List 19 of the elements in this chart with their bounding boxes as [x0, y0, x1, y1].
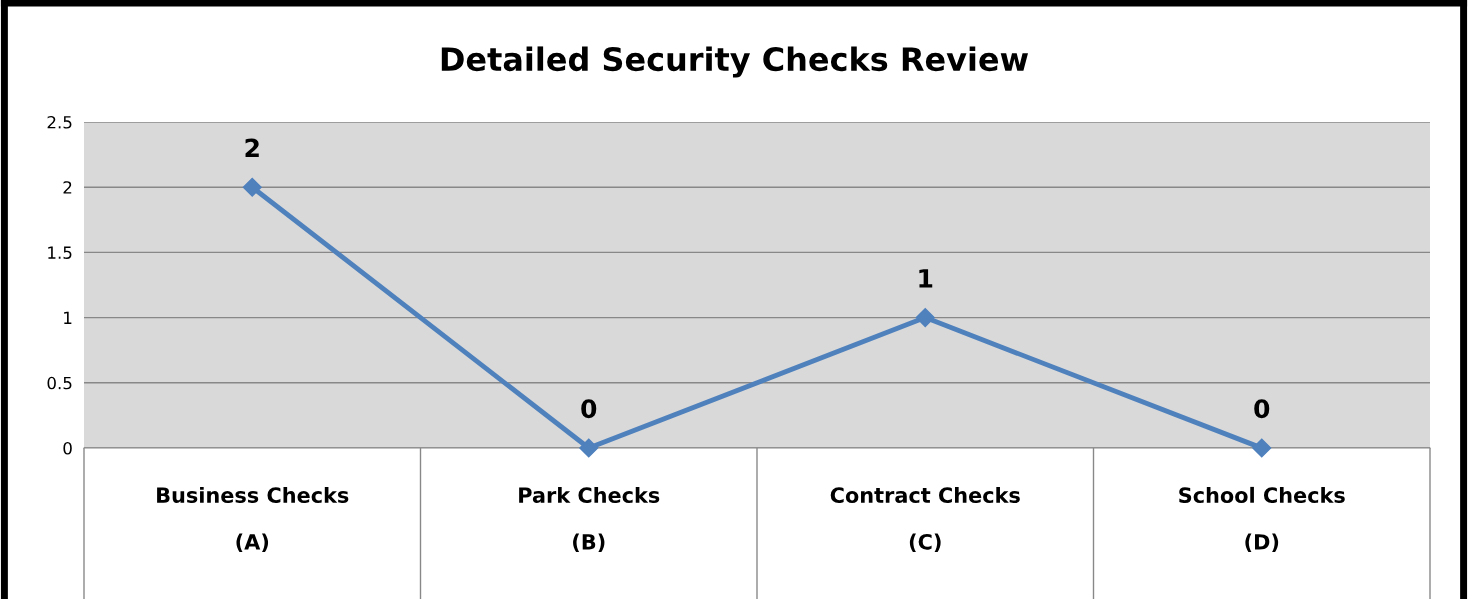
y-tick-label: 0.5 [47, 376, 72, 390]
data-label: 2 [245, 138, 259, 157]
y-tick-label: 1 [64, 311, 72, 324]
category-label: Business Checks (A) [157, 486, 349, 553]
data-label: 0 [581, 399, 597, 419]
chart-title: Detailed Security Checks Review [441, 46, 1028, 78]
y-tick-label: 2 [63, 181, 72, 194]
category-label: Contract Checks (C) [830, 486, 1020, 553]
point [915, 308, 935, 328]
y-tick-label: 1.5 [48, 246, 72, 259]
y-tick-label: 2.5 [47, 115, 72, 129]
data-label: 0 [1254, 399, 1270, 419]
y-tick-label: 0 [63, 441, 72, 455]
point [242, 177, 262, 197]
point [1252, 438, 1272, 458]
data-label: 1 [919, 269, 933, 288]
category-label: School Checks (D) [1179, 486, 1345, 553]
point [579, 438, 599, 458]
category-label: Park Checks (B) [519, 486, 660, 553]
